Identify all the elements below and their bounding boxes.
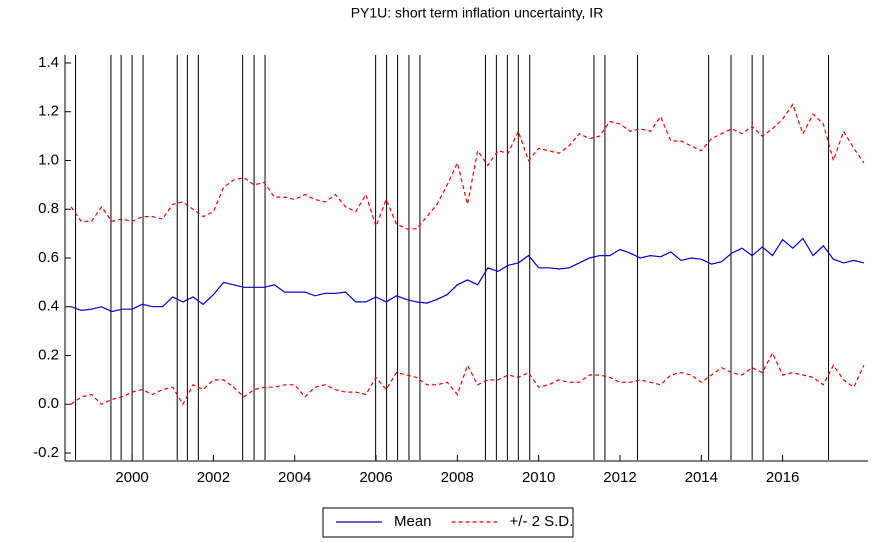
legend-label: Mean	[394, 513, 432, 530]
x-tick-label: 2006	[359, 469, 392, 486]
x-tick-label: 2010	[522, 469, 555, 486]
x-tick-label: 2012	[603, 469, 636, 486]
y-tick-label: 1.2	[38, 103, 59, 120]
x-tick-label: 2002	[197, 469, 230, 486]
y-tick-label: 1.4	[38, 54, 59, 71]
series-line	[70, 351, 865, 406]
y-tick-label: 0.0	[38, 395, 59, 412]
x-tick-label: 2014	[685, 469, 718, 486]
x-tick-label: 2016	[766, 469, 799, 486]
legend-label: +/- 2 S.D.	[510, 513, 574, 530]
plot-area	[70, 55, 865, 460]
chart-title: PY1U: short term inflation uncertainty, …	[351, 5, 604, 21]
legend-box	[322, 507, 574, 538]
x-tick-label: 2000	[115, 469, 148, 486]
series-line	[70, 237, 865, 313]
x-tick-label: 2008	[441, 469, 474, 486]
y-tick-label: 0.6	[38, 249, 59, 266]
series-line	[70, 103, 865, 230]
y-tick-label: 0.8	[38, 200, 59, 217]
y-tick-label: 1.0	[38, 151, 59, 168]
y-tick-label: -0.2	[33, 444, 59, 461]
y-tick-label: 0.4	[38, 298, 59, 315]
y-tick-label: 0.2	[38, 346, 59, 363]
x-tick-label: 2004	[278, 469, 311, 486]
